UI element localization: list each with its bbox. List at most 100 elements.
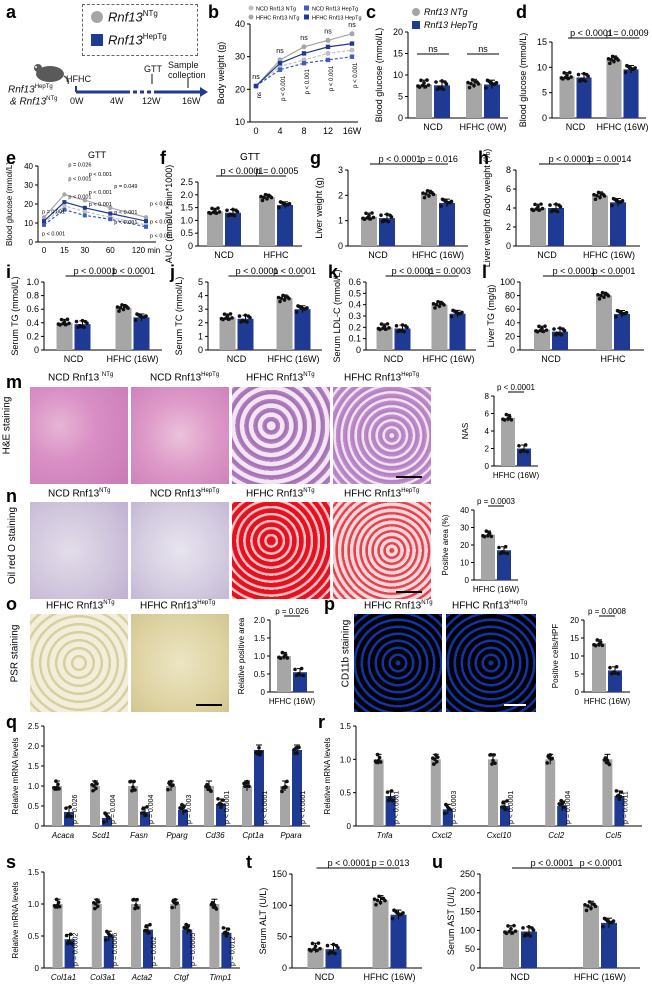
data-point <box>502 550 506 555</box>
data-point <box>225 208 229 213</box>
data-point <box>276 295 281 300</box>
legend-label: HFHC Rnf13 HepTg <box>312 16 362 22</box>
y-axis-label: Serum TC (mmol/L) <box>174 277 184 356</box>
data-point <box>283 652 288 657</box>
y-tick-label: 60 <box>505 304 515 314</box>
data-point <box>243 784 247 789</box>
data-point <box>214 907 219 911</box>
data-point <box>262 195 266 200</box>
data-point <box>247 784 251 789</box>
data-point <box>589 906 593 911</box>
significance-label: p < 0.0001 <box>273 266 316 276</box>
data-point <box>269 195 274 200</box>
panel-a-gtt: GTT <box>144 64 162 74</box>
data-point <box>389 215 394 219</box>
data-point <box>606 294 611 298</box>
series-marker <box>144 219 148 224</box>
bar <box>614 313 630 350</box>
y-tick-label: 0.6 <box>26 304 39 314</box>
data-point <box>230 316 234 320</box>
significance-label: p < 0.0001 <box>553 266 596 276</box>
panel-a-mouse-label-2: & Rnf13NTg <box>10 96 58 108</box>
data-point <box>216 206 220 210</box>
data-point <box>492 753 496 757</box>
data-point <box>85 321 89 325</box>
p-value-label: p = 0.0003 <box>451 791 458 824</box>
panel-a-t12: 12W <box>142 96 161 106</box>
bar <box>170 904 181 968</box>
data-point <box>379 213 383 218</box>
x-tick-label: HFHC (16W) <box>268 354 320 364</box>
data-point <box>235 209 240 214</box>
p-value-label: p = 0.0004 <box>565 791 572 824</box>
x-tick-label: 30 <box>80 246 89 255</box>
data-point <box>210 206 214 211</box>
data-point <box>281 293 285 298</box>
data-point <box>384 327 388 331</box>
p-value-label: p = 0.0005 <box>190 933 197 966</box>
panel-letter-m: m <box>6 372 23 392</box>
bar <box>74 324 91 350</box>
panel-a-mouse-label-1: Rnf13HepTg <box>8 84 53 96</box>
y-tick-label: 4 <box>485 427 490 436</box>
significance-label: p < 0.0001 <box>593 266 636 276</box>
data-point <box>385 212 389 217</box>
bar <box>534 329 550 350</box>
y-tick-label: 0.2 <box>348 322 361 332</box>
y-tick-label: 1.0 <box>180 215 193 225</box>
chart-gtt-auc: 0 0.5 1.0 1.5 2.0 2.5 AUC (mmol/L*min*1000) NCD… <box>164 152 302 263</box>
panel-letter-q: q <box>6 712 17 732</box>
y-tick-label: 4 <box>198 291 203 301</box>
significance-label: p < 0.0001 <box>236 266 279 276</box>
series-marker <box>143 215 149 220</box>
data-point <box>509 926 513 931</box>
data-point <box>613 671 617 675</box>
data-point <box>299 666 304 671</box>
series-marker <box>82 205 87 210</box>
annotation: p < 0.001 <box>68 177 91 183</box>
data-point <box>67 321 71 326</box>
data-point <box>331 942 336 947</box>
y-tick-label: 1.0 <box>28 782 40 791</box>
data-point <box>439 204 443 208</box>
data-point <box>287 202 292 206</box>
data-point <box>205 782 209 787</box>
bar <box>390 914 407 968</box>
bar <box>115 307 132 350</box>
data-point <box>132 897 136 902</box>
y-tick-label: 1.0 <box>26 277 39 287</box>
annotation: ns <box>257 92 263 98</box>
oro-image-ncd-ntg <box>30 502 128 599</box>
data-point <box>387 326 391 330</box>
y-tick-label: 150 <box>460 907 475 917</box>
x-tick-label: NCD <box>227 354 247 364</box>
x-tick-label: Timp1 <box>209 973 231 982</box>
y-tick-label: 4 <box>506 203 511 213</box>
data-point <box>527 924 531 929</box>
data-point <box>207 785 211 789</box>
p-value-label: p = 0.012 <box>229 937 236 966</box>
data-point <box>130 788 134 793</box>
data-point <box>298 672 302 677</box>
series-marker <box>41 215 47 220</box>
y-tick-label: 40 <box>24 162 33 171</box>
p-value-label: p = 0.003 <box>186 795 193 824</box>
data-point <box>502 418 507 422</box>
annotation: p < 0.001 <box>89 202 112 208</box>
data-point <box>537 208 542 212</box>
data-point <box>144 924 148 929</box>
data-point <box>399 329 403 333</box>
data-point <box>57 786 61 791</box>
y-tick-label: 0.4 <box>348 300 361 310</box>
y-tick-label: 30 <box>235 52 245 62</box>
x-tick-label: Cpt1a <box>242 831 264 840</box>
data-point <box>117 309 121 313</box>
panel-a-legend-heptg: Rnf13HepTg <box>108 32 167 48</box>
data-point <box>175 901 179 905</box>
y-tick-label: 2 <box>338 190 343 200</box>
significance-label: p < 0.0001 <box>549 154 592 164</box>
bar <box>277 205 293 246</box>
y-tick-label: 2.5 <box>28 722 40 731</box>
x-tick-label: HFHC (16W) <box>412 250 464 260</box>
m-side-label: H&E staining <box>1 396 13 455</box>
